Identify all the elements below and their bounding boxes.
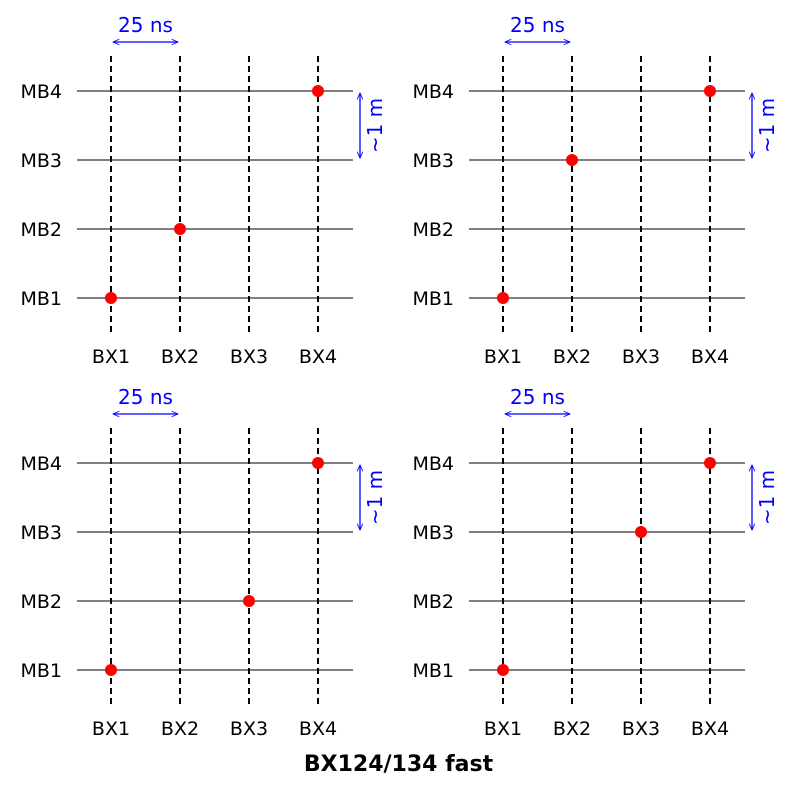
station-label-mb4: MB4 — [412, 453, 454, 475]
bx-label-bx2: BX2 — [161, 346, 199, 368]
bx-label-bx2: BX2 — [553, 718, 591, 740]
station-label-mb2: MB2 — [412, 591, 454, 613]
spacing-label: 25 ns — [510, 385, 565, 409]
panel-top-left: MB1 MB2 MB3 MB4 BX1 BX2 BX3 BX4 25 ns ~1 m — [20, 13, 387, 368]
hit-marker-bx1-mb1 — [105, 292, 117, 304]
bx-label-bx4: BX4 — [691, 718, 729, 740]
bx-label-bx4: BX4 — [299, 718, 337, 740]
station-label-mb4: MB4 — [412, 81, 454, 103]
station-label-mb1: MB1 — [20, 660, 62, 682]
distance-label: ~1 m — [755, 470, 779, 525]
hit-marker-bx1-mb1 — [497, 664, 509, 676]
spacing-label: 25 ns — [118, 13, 173, 37]
bx-label-bx1: BX1 — [484, 718, 522, 740]
hit-marker-bx3-mb2 — [243, 595, 255, 607]
hit-marker-bx4-mb4 — [704, 457, 716, 469]
hit-marker-bx4-mb4 — [704, 85, 716, 97]
distance-label: ~1 m — [363, 470, 387, 525]
hit-marker-bx2-mb2 — [174, 223, 186, 235]
distance-label: ~1 m — [363, 98, 387, 153]
station-label-mb1: MB1 — [20, 288, 62, 310]
panel-bottom-left: MB1 MB2 MB3 MB4 BX1 BX2 BX3 BX4 25 ns ~1 m — [20, 385, 387, 740]
station-label-mb2: MB2 — [412, 219, 454, 241]
bx-label-bx4: BX4 — [299, 346, 337, 368]
hit-marker-bx1-mb1 — [105, 664, 117, 676]
bx-label-bx2: BX2 — [161, 718, 199, 740]
station-label-mb3: MB3 — [20, 150, 62, 172]
bx-label-bx1: BX1 — [92, 346, 130, 368]
hit-marker-bx4-mb4 — [312, 457, 324, 469]
bx-label-bx3: BX3 — [230, 346, 268, 368]
hit-marker-bx1-mb1 — [497, 292, 509, 304]
hit-marker-bx4-mb4 — [312, 85, 324, 97]
panel-bottom-right: MB1 MB2 MB3 MB4 BX1 BX2 BX3 BX4 25 ns ~1 m — [412, 385, 779, 740]
bx-label-bx2: BX2 — [553, 346, 591, 368]
hit-marker-bx3-mb3 — [635, 526, 647, 538]
bx-label-bx1: BX1 — [92, 718, 130, 740]
station-label-mb3: MB3 — [412, 150, 454, 172]
spacing-label: 25 ns — [510, 13, 565, 37]
station-label-mb2: MB2 — [20, 219, 62, 241]
station-label-mb1: MB1 — [412, 660, 454, 682]
panel-top-right: MB1 MB2 MB3 MB4 BX1 BX2 BX3 BX4 25 ns ~1 m — [412, 13, 779, 368]
hit-marker-bx2-mb3 — [566, 154, 578, 166]
bx-label-bx4: BX4 — [691, 346, 729, 368]
bx-label-bx3: BX3 — [230, 718, 268, 740]
station-label-mb3: MB3 — [412, 522, 454, 544]
bx-label-bx3: BX3 — [622, 718, 660, 740]
station-label-mb2: MB2 — [20, 591, 62, 613]
station-label-mb1: MB1 — [412, 288, 454, 310]
station-label-mb4: MB4 — [20, 81, 62, 103]
figure-title: BX124/134 fast — [303, 752, 494, 777]
station-label-mb4: MB4 — [20, 453, 62, 475]
spacing-label: 25 ns — [118, 385, 173, 409]
bx-label-bx3: BX3 — [622, 346, 660, 368]
station-label-mb3: MB3 — [20, 522, 62, 544]
distance-label: ~1 m — [755, 98, 779, 153]
bx-label-bx1: BX1 — [484, 346, 522, 368]
